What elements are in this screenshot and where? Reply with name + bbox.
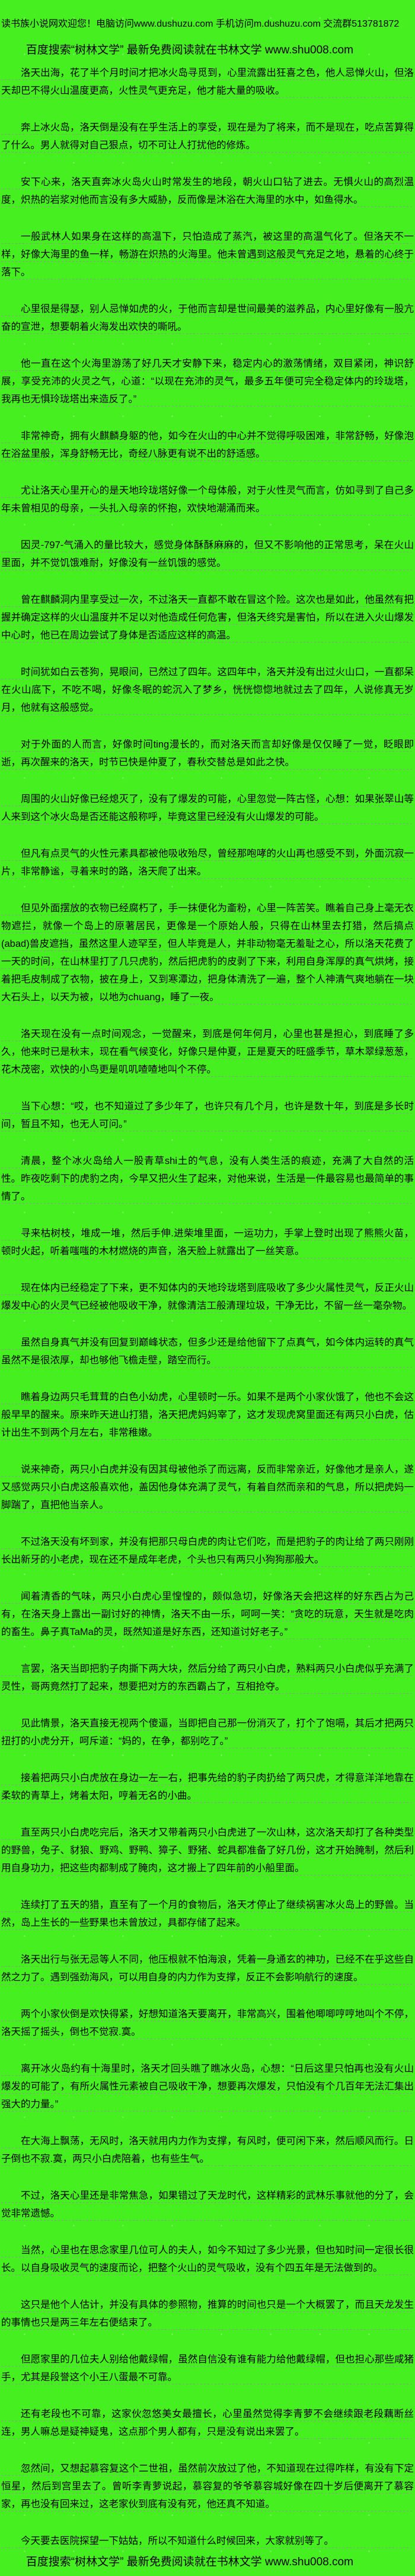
- paragraph: 虽然自身真气并没有回复到巅峰状态，但多少还是给他留下了点真气，如今体内运转的真气…: [1, 1334, 414, 1369]
- paragraph: 非常神奇，拥有火麒麟身躯的他，如今在火山的中心并不觉得呼吸困难，非常舒畅，好像泡…: [1, 427, 414, 463]
- paragraph: 洛天出海，花了半个月时间才把冰火岛寻觅到，心里流露出狂喜之色，他人忌惮火山，但洛…: [1, 64, 414, 100]
- promo-line-top: 百度搜索“树林文学” 最新免费阅读就在书林文学 www.shu008.com: [25, 44, 353, 56]
- paragraph: 清晨，整个冰火岛给人一股青草shi土的气息，没有人类生活的痕迹，充满了大自然的活…: [1, 1152, 414, 1206]
- paragraph: 尤让洛天心里开心的是天地玲珑塔好像一个母体般，对于火性灵气而言，仿如寻到了自己多…: [1, 482, 414, 517]
- site-welcome-line: 读书族小说网欢迎您！电脑访问www.dushuzu.com 手机访问m.dush…: [1, 19, 400, 29]
- paragraph: 对于外面的人而言，好像时间ting漫长的，而对洛天而言却好像是仅仅睡了一觉，眨眼…: [1, 736, 414, 771]
- paragraph: 他一直在这个火海里游荡了好几天才安静下来，稳定内心的激荡情绪，双目紧闭，神识舒展…: [1, 355, 414, 408]
- paragraph: 洛天现在没有一点时间观念，一觉醒来，到底是何年何月，心里也甚是担心，到底睡了多久…: [1, 1025, 414, 1079]
- paragraph: 但愿家里的几位夫人别给他戴绿帽，虽然自信没有谁有能力给他戴绿帽，但也担心那些咸猪…: [1, 2351, 414, 2386]
- paragraph: 言罢，洛天当即把豹子肉撕下两大块，然后分给了两只小白虎，熟料两只小白虎似乎充满了…: [1, 1660, 414, 1696]
- paragraph: 安下心来，洛天直奔冰火岛火山时常发生的地段，朝火山口钻了进去。无惧火山的高烈温度…: [1, 173, 414, 209]
- paragraph: 因灵-797-气涌入的量比较大，感觉身体酥酥麻麻的，但又不影响他的正常思考，呆在…: [1, 536, 414, 572]
- paragraph: 曾在麒麟洞内里享受过一次，不过洛天一直都不敢在冒这个险。这次也是如此，他虽然有把…: [1, 591, 414, 644]
- paragraph: 心里很是得瑟，别人忌惮如虎的火，于他而言却是世间最美的滋养品，内心里好像有一股亢…: [1, 300, 414, 336]
- paragraph: 但见外面摆放的衣物已经腐朽了，手一抹便化为齑粉，心里一阵苦笑。瞧着自己身上毫无衣…: [1, 899, 414, 1006]
- paragraph: 还有老段也不可靠，这家伙忽悠美女最擅长，心里虽然觉得李青萝不会继续跟老段藕断丝连…: [1, 2405, 414, 2441]
- paragraph: 当下心想：“哎，也不知道过了多少年了，也许只有几个月，也许是数十年，到底是多长时…: [1, 1098, 414, 1133]
- paragraph: 在大海上飘荡，无风时，洛天就用内力作为支撑，有风时，便可闲下来，然后顺风而行。日…: [1, 2132, 414, 2168]
- paragraph: 当然，心里也在思念家里几位可人的夫人，如今不知过了多少光景，但也知时间一定很长很…: [1, 2241, 414, 2277]
- paragraph: 现在体内已经稳定了下来，更不知体内的天地玲珑塔到底吸收了多少火属性灵气，反正火山…: [1, 1279, 414, 1315]
- promo-line-bottom: 百度搜索“树林文学” 最新免费阅读就在书林文学 www.shu008.com: [25, 2556, 353, 2568]
- paragraph: 不过，洛天心里还是非常焦急，如果错过了天龙时代，这样精彩的武林乐事就他的分了，会…: [1, 2187, 414, 2222]
- chapter-text: 洛天出海，花了半个月时间才把冰火岛寻觅到，心里流露出狂喜之色，他人忌惮火山，但洛…: [1, 64, 414, 2550]
- paragraph: 忽然间，又想起慕容复这个二世祖，虽然前次放过了他，不知道现在过得咋样，有没有下定…: [1, 2460, 414, 2513]
- paragraph: 时间犹如白云苍狗，晃眼间，已然过了四年。这四年中，洛天并没有出过火山口，一直都呆…: [1, 663, 414, 717]
- paragraph: 一般武林人如果身在这样的高温下，只怕造成了蒸汽，被这里的高温气化了。但洛天不一样…: [1, 228, 414, 281]
- paragraph: 但凡有点灵气的火性元素具都被他吸收殆尽，曾经那咆哮的火山再也感受不到，外面沉寂一…: [1, 845, 414, 880]
- paragraph: 瞧着身边两只毛茸茸的白色小幼虎，心里顿时一乐。如果不是两个小家伙饿了，他也不会这…: [1, 1388, 414, 1442]
- paragraph: 今天要去医院探望一下姑姑，所以不知道什么时候回来，大家就别等了。: [1, 2532, 414, 2550]
- paragraph: 寻来枯树枝，堆成一堆，然后手伸.进柴堆里面，一运功力，手掌上登时出现了熊熊火苗，…: [1, 1225, 414, 1260]
- paragraph: 连续打了五天的猎，直至有了一个月的食物后，洛天才停止了继续祸害冰火岛上的野兽。当…: [1, 1896, 414, 1932]
- paragraph: 不过洛天没有坏到家，并没有把那只母白虎的肉让它们吃，而是把豹子的肉让给了两只刚刚…: [1, 1533, 414, 1569]
- paragraph: 说来神奇，两只小白虎并没有因其母被他杀了而远离，反而非常亲近，好像他才是亲人，遂…: [1, 1461, 414, 1514]
- paragraph: 周围的火山好像已经熄灭了，没有了爆发的可能，心里忽觉一阵古怪，心想：如果张翠山等…: [1, 790, 414, 826]
- paragraph: 洛天出行与张无忌等人不同，他压根就不怕海浪，凭着一身通玄的神功，已经不在乎这些自…: [1, 1951, 414, 1986]
- paragraph: 见此情景，洛天直接无视两个傻逼，当即把自己那一份消灭了，打个了饱嗝，其后才把两只…: [1, 1715, 414, 1750]
- paragraph: 直至两只小白虎吃完后，洛天才又带着两只小白虎进了一次山林，这次洛天却打了各种类型…: [1, 1824, 414, 1877]
- paragraph: 奔上冰火岛，洛天倒是没有在乎生活上的享受，现在是为了将来，而不是现在，吃点苦算得…: [1, 119, 414, 154]
- paragraph: 接着把两只小白虎放在身边一左一右，把事先给的豹子肉扔给了两只虎，才得意洋洋地靠在…: [1, 1769, 414, 1805]
- paragraph: 闻着清香的气味，两只小白虎心里惶惶的，颇似急切，好像洛天会把这样的好东西占为己有…: [1, 1588, 414, 1641]
- paragraph: 这只是他个人估计，并没有具体的参照物，推算的时间也只是一个大概罢了，而且天龙发生…: [1, 2296, 414, 2332]
- paragraph: 离开冰火岛约有十海里时，洛天才回头瞧了瞧冰火岛，心想：“日后这里只怕再也没有火山…: [1, 2060, 414, 2113]
- paragraph: 两个小家伙倒是欢快得紧，好想知道洛天要离开，非常高兴，围着他唧唧哼哼地叫个不停，…: [1, 2005, 414, 2041]
